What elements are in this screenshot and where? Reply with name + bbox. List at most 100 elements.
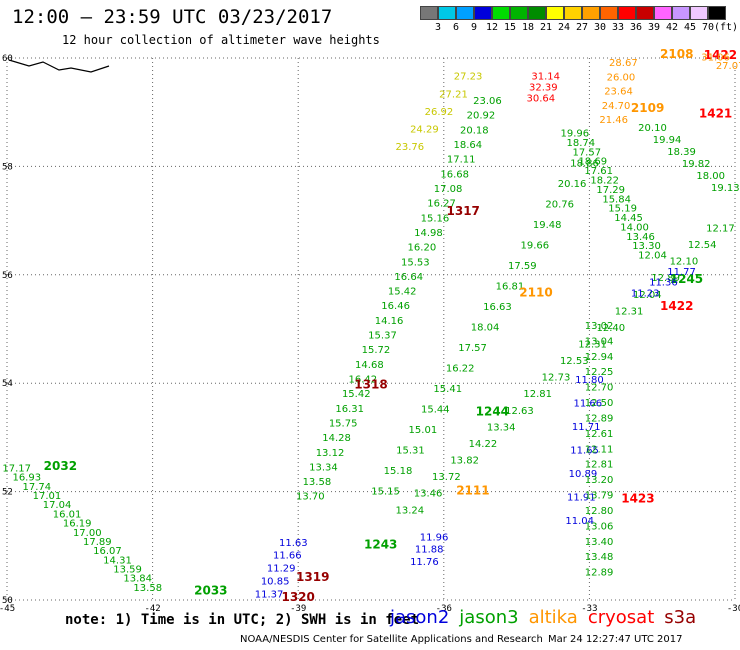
wave-height-value: 15.75	[329, 418, 358, 429]
wave-height-value: 13.79	[585, 491, 614, 502]
pass-time-label: 2110	[519, 285, 552, 299]
wave-height-value: 16.01	[53, 509, 82, 520]
color-swatch	[636, 6, 654, 20]
y-tick-label: 56	[2, 271, 13, 281]
wave-height-value: 20.76	[545, 199, 574, 210]
wave-height-value: 13.04	[585, 336, 614, 347]
wave-height-value: 12.70	[585, 383, 614, 394]
color-scale-label: 6	[452, 22, 460, 33]
wave-height-value: 13.12	[316, 448, 345, 459]
x-tick-label: -42	[144, 604, 160, 614]
color-swatch	[456, 6, 474, 20]
color-swatch	[600, 6, 618, 20]
wave-height-value: 17.57	[458, 343, 487, 354]
wave-height-value: 12.17	[706, 223, 735, 234]
pass-time-label: 1421	[699, 107, 732, 121]
color-swatch	[618, 6, 636, 20]
wave-height-value: 12.81	[523, 389, 552, 400]
wave-height-value: 16.22	[446, 363, 475, 374]
wave-height-value: 14.28	[322, 433, 351, 444]
wave-height-value: 23.64	[604, 87, 633, 98]
color-scale-label: 21	[539, 22, 553, 33]
wave-height-value: 31.14	[531, 72, 560, 83]
wave-height-value: 27.07	[716, 61, 740, 72]
wave-height-value: 12.89	[585, 413, 614, 424]
pass-time-label: 2033	[194, 584, 227, 598]
legend-item-cryosat: cryosat	[587, 607, 655, 628]
wave-height-value: 15.31	[396, 445, 425, 456]
legend-item-jason3: jason3	[459, 607, 519, 628]
color-scale-label: 30	[593, 22, 607, 33]
wave-height-value: 15.42	[342, 389, 371, 400]
chart-title: 12:00 — 23:59 UTC 03/23/2017	[12, 6, 333, 28]
wave-height-value: 17.04	[43, 500, 72, 511]
color-swatch	[672, 6, 690, 20]
wave-height-value: 23.06	[473, 96, 502, 107]
wave-height-value: 17.29	[596, 185, 625, 196]
pass-time-label: 2109	[631, 101, 664, 115]
wave-height-value: 17.89	[83, 537, 112, 548]
y-tick-label: 52	[2, 488, 13, 498]
wave-height-value: 15.53	[401, 257, 430, 268]
y-tick-label: 60	[2, 54, 13, 64]
color-scale-label: (ft)	[713, 22, 739, 33]
wave-height-value: 18.00	[696, 171, 725, 182]
wave-height-value: 12.53	[560, 356, 589, 367]
wave-height-value: 12.31	[615, 306, 644, 317]
wave-height-value: 14.22	[469, 439, 498, 450]
wave-height-value: 19.48	[533, 220, 562, 231]
wave-height-value: 11.63	[279, 538, 308, 549]
wave-height-value: 10.89	[569, 469, 598, 480]
y-tick-label: 50	[2, 596, 13, 606]
wave-height-value: 16.20	[408, 243, 437, 254]
wave-height-value: 31.06	[701, 53, 730, 64]
wave-height-value: 16.63	[483, 302, 512, 313]
color-swatch	[564, 6, 582, 20]
color-swatch	[546, 6, 564, 20]
wave-height-value: 15.16	[421, 213, 450, 224]
wave-height-value: 20.92	[467, 111, 496, 122]
pass-time-label: 1245	[670, 272, 703, 286]
wave-height-value: 17.17	[2, 464, 31, 475]
color-scale-label: 36	[629, 22, 643, 33]
color-scale-label: 39	[647, 22, 661, 33]
pass-time-label: 1422	[660, 299, 693, 313]
wave-height-value: 30.64	[527, 93, 556, 104]
wave-height-value: 15.72	[362, 345, 391, 356]
wave-height-value: 12.94	[585, 352, 614, 363]
wave-height-value: 11.04	[565, 516, 594, 527]
pass-time-label: 1319	[296, 570, 329, 584]
wave-height-value: 15.42	[388, 287, 417, 298]
wave-height-value: 18.39	[667, 147, 696, 158]
wave-height-value: 11.23	[631, 288, 660, 299]
wave-height-value: 12.89	[585, 568, 614, 579]
pass-time-label: 1243	[364, 538, 397, 552]
wave-height-value: 19.94	[653, 135, 682, 146]
wave-height-value: 21.46	[599, 115, 628, 126]
color-scale-label: 24	[557, 22, 571, 33]
wave-height-value: 20.10	[638, 123, 667, 134]
wave-height-value: 11.37	[255, 589, 284, 600]
wave-height-value: 27.21	[439, 89, 468, 100]
wave-height-value: 12.50	[585, 398, 614, 409]
color-scale-label: 33	[611, 22, 625, 33]
color-swatch	[654, 6, 672, 20]
legend-item-altika: altika	[528, 607, 578, 628]
wave-height-value: 12.81	[585, 460, 614, 471]
wave-height-value: 16.19	[63, 519, 92, 530]
wave-height-value: 15.44	[421, 404, 450, 415]
color-swatch	[708, 6, 726, 20]
wave-height-value: 10.85	[261, 576, 290, 587]
wave-height-value: 24.70	[602, 101, 631, 112]
wave-height-value: 17.11	[447, 155, 476, 166]
wave-height-value: 17.74	[23, 482, 52, 493]
wave-height-value: 12.11	[585, 444, 614, 455]
pass-time-label: 1318	[354, 378, 387, 392]
color-scale-label: 70	[701, 22, 715, 33]
wave-height-value: 13.72	[432, 472, 461, 483]
color-swatch	[528, 6, 546, 20]
pass-time-label: 1423	[621, 491, 654, 505]
wave-height-value: 13.46	[414, 489, 443, 500]
wave-height-value: 19.13	[711, 183, 740, 194]
